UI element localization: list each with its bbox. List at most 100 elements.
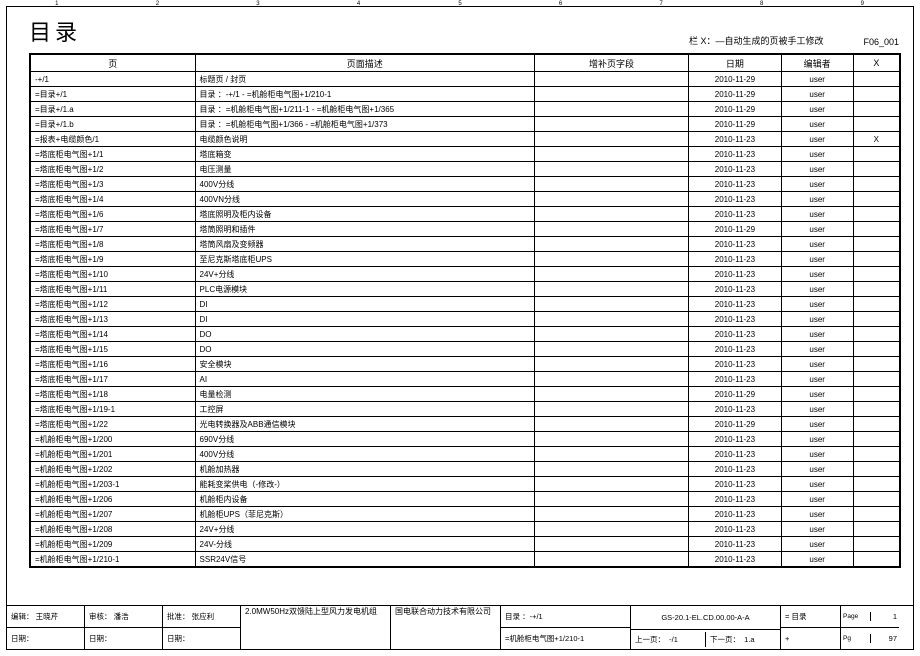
col-header-supp: 增补页字段 (534, 55, 688, 72)
cell-date: 2010-11-23 (689, 507, 782, 522)
table-row: =机舱柜电气图+1/210-1SSR24V信号2010-11-23user (31, 552, 900, 567)
col-header-editor: 编辑者 (781, 55, 853, 72)
cell-desc: 24V+分线 (195, 267, 534, 282)
cell-desc: 电压测量 (195, 162, 534, 177)
cell-desc: 塔筒照明和插件 (195, 222, 534, 237)
title-block: 编辑： 王晓芹 日期： 审核： 潘浩 日期： 批准： 张应利 日期： 2.0MW… (7, 605, 913, 649)
cell-editor: user (781, 132, 853, 147)
cell-page: =目录+/1.b (31, 117, 196, 132)
cell-desc: 目录 ：=机舱柜电气图+1/211-1 - =机舱柜电气图+1/365 (195, 102, 534, 117)
cell-date: 2010-11-29 (689, 102, 782, 117)
table-row: =塔底柜电气图+1/16安全模块2010-11-23user (31, 357, 900, 372)
table-row: =目录+/1目录 ：-+/1 - =机舱柜电气图+1/210-12010-11-… (31, 87, 900, 102)
cell-desc: 目录 ：=机舱柜电气图+1/366 - =机舱柜电气图+1/373 (195, 117, 534, 132)
table-row: =塔底柜电气图+1/11PLC电源模块2010-11-23user (31, 282, 900, 297)
table-row: =塔底柜电气图+1/13DI2010-11-23user (31, 312, 900, 327)
cell-editor: user (781, 357, 853, 372)
cell-date: 2010-11-23 (689, 267, 782, 282)
date-cell: 日期： (7, 628, 84, 649)
cell-date: 2010-11-23 (689, 402, 782, 417)
cell-editor: user (781, 522, 853, 537)
table-row: =塔底柜电气图+1/14DO2010-11-23user (31, 327, 900, 342)
cell-supp (534, 447, 688, 462)
cell-supp (534, 372, 688, 387)
cell-supp (534, 192, 688, 207)
cell-supp (534, 552, 688, 567)
table-row: =机舱柜电气图+1/200690V分线2010-11-23user (31, 432, 900, 447)
toc-table: 页 页面描述 增补页字段 日期 编辑者 X -+/1标题页 / 封页2010-1… (29, 53, 901, 568)
table-row: =塔底柜电气图+1/15DO2010-11-23user (31, 342, 900, 357)
cell-x (853, 72, 899, 87)
cell-x (853, 237, 899, 252)
cell-editor: user (781, 312, 853, 327)
cell-supp (534, 297, 688, 312)
cell-desc: 目录 ：-+/1 - =机舱柜电气图+1/210-1 (195, 87, 534, 102)
cell-x (853, 222, 899, 237)
cell-supp (534, 402, 688, 417)
plus-cell: + (781, 628, 840, 649)
cell-page: =塔底柜电气图+1/16 (31, 357, 196, 372)
cell-desc: 塔筒风扇及变频器 (195, 237, 534, 252)
title-code: F06_001 (863, 37, 899, 47)
cell-editor: user (781, 252, 853, 267)
table-header-row: 页 页面描述 增补页字段 日期 编辑者 X (31, 55, 900, 72)
cell-desc: 400V分线 (195, 177, 534, 192)
cell-editor: user (781, 327, 853, 342)
cell-supp (534, 282, 688, 297)
cell-date: 2010-11-23 (689, 372, 782, 387)
cell-page: =塔底柜电气图+1/12 (31, 297, 196, 312)
cell-desc: 工控屏 (195, 402, 534, 417)
cell-x (853, 477, 899, 492)
cell-desc: 400V分线 (195, 447, 534, 462)
cell-page: =塔底柜电气图+1/11 (31, 282, 196, 297)
cell-date: 2010-11-29 (689, 222, 782, 237)
cell-x (853, 357, 899, 372)
cell-x (853, 282, 899, 297)
cell-x (853, 252, 899, 267)
docno-cell: GS-20.1-EL.CD.00.00-A-A (631, 606, 780, 630)
cell-page: =机舱柜电气图+1/202 (31, 462, 196, 477)
cell-date: 2010-11-29 (689, 117, 782, 132)
cell-date: 2010-11-29 (689, 72, 782, 87)
cell-date: 2010-11-23 (689, 492, 782, 507)
cell-date: 2010-11-23 (689, 147, 782, 162)
cell-date: 2010-11-23 (689, 432, 782, 447)
cell-supp (534, 207, 688, 222)
cell-editor: user (781, 297, 853, 312)
dir2-cell: =机舱柜电气图+1/210-1 (501, 628, 630, 649)
cell-x (853, 507, 899, 522)
cell-editor: user (781, 207, 853, 222)
table-row: =报表+电缆颜色/1电缆颜色说明2010-11-23userX (31, 132, 900, 147)
table-row: =塔底柜电气图+1/9至尼克斯塔底柜UPS2010-11-23user (31, 252, 900, 267)
cell-editor: user (781, 462, 853, 477)
cell-supp (534, 357, 688, 372)
cell-date: 2010-11-23 (689, 522, 782, 537)
cell-desc: 电量检测 (195, 387, 534, 402)
cell-page: =目录+/1.a (31, 102, 196, 117)
next-page-cell: 下一页： 1.a (706, 632, 780, 647)
cell-date: 2010-11-23 (689, 462, 782, 477)
table-row: =塔底柜电气图+1/1024V+分线2010-11-23user (31, 267, 900, 282)
ruler-num: 7 (659, 1, 662, 7)
page-title: 目录 (29, 15, 81, 47)
cell-desc: SSR24V信号 (195, 552, 534, 567)
cell-date: 2010-11-23 (689, 537, 782, 552)
cell-supp (534, 267, 688, 282)
section-cell: = 目录 (781, 606, 840, 628)
cell-desc: 光电转换器及ABB通信模块 (195, 417, 534, 432)
date3-cell: 日期： (163, 628, 240, 649)
cell-page: =塔底柜电气图+1/22 (31, 417, 196, 432)
ruler-num: 1 (55, 1, 58, 7)
cell-desc: 机舱加热器 (195, 462, 534, 477)
cell-page: =报表+电缆颜色/1 (31, 132, 196, 147)
cell-supp (534, 522, 688, 537)
table-row: =塔底柜电气图+1/7塔筒照明和插件2010-11-29user (31, 222, 900, 237)
cell-page: =机舱柜电气图+1/203-1 (31, 477, 196, 492)
col-header-desc: 页面描述 (195, 55, 534, 72)
table-row: =机舱柜电气图+1/20824V+分线2010-11-23user (31, 522, 900, 537)
cell-page: =塔底柜电气图+1/4 (31, 192, 196, 207)
cell-x (853, 447, 899, 462)
cell-page: =塔底柜电气图+1/17 (31, 372, 196, 387)
cell-supp (534, 252, 688, 267)
cell-date: 2010-11-23 (689, 552, 782, 567)
